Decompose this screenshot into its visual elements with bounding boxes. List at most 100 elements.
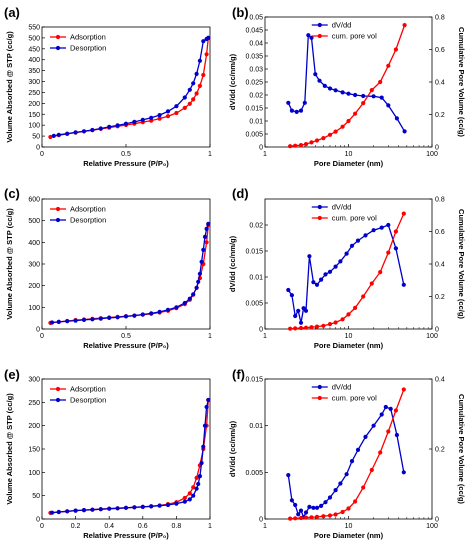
x-axis-label: Pore Diameter (nm): [314, 341, 384, 350]
data-point: [333, 88, 338, 93]
y-tick-label: 0.045: [245, 28, 263, 35]
data-point: [333, 512, 338, 517]
data-point: [383, 404, 388, 410]
legend-label: Adsorption: [70, 385, 106, 394]
data-point: [194, 71, 199, 76]
data-point: [378, 450, 383, 455]
data-point: [289, 498, 294, 503]
data-point: [50, 320, 55, 325]
legend-label: cum. pore vol: [332, 32, 377, 41]
data-point: [194, 91, 199, 96]
data-point: [319, 503, 324, 508]
legend-label: dV/dd: [332, 203, 352, 212]
y-tick-label: 0.01: [249, 423, 263, 430]
data-point: [56, 132, 61, 137]
y-tick-label: 200: [28, 423, 40, 430]
data-point: [201, 444, 206, 449]
series-line-2: [53, 37, 209, 137]
data-point: [338, 259, 343, 264]
data-point: [322, 83, 327, 88]
chart-d: 0 0.005 0.01 0.015 0.02 0 0.2 0.4 0.6 0.8 1 10 100 Po…: [228, 197, 466, 351]
y-tick-label: 0.025: [245, 80, 263, 87]
y-tick-label: 100: [28, 470, 40, 477]
legend-label: dV/dd: [332, 21, 352, 30]
y-tick-label: 0.015: [245, 106, 263, 113]
panel-label-b: (b): [232, 5, 249, 20]
data-point: [401, 470, 406, 475]
data-point: [369, 281, 374, 286]
x-tick-label: 0: [40, 523, 44, 530]
legend-label: dV/dd: [332, 383, 352, 392]
panel-label-a: (a): [4, 5, 20, 20]
x-tick-label: 0: [40, 333, 44, 340]
data-point: [386, 222, 391, 228]
y-tick-label: 150: [28, 447, 40, 454]
legend-label: Adsorption: [70, 205, 106, 214]
data-point: [371, 94, 376, 99]
legend-marker: [55, 397, 61, 403]
data-point: [199, 259, 204, 264]
y-axis-label: Volume Absorbed @ STP (cc/g): [5, 31, 14, 143]
data-point: [393, 246, 398, 251]
data-point: [394, 432, 399, 438]
data-point: [393, 229, 398, 234]
y-tick-label: 0.005: [245, 132, 263, 139]
data-point: [293, 313, 298, 319]
data-point: [303, 142, 309, 147]
data-point: [303, 308, 309, 313]
data-point: [132, 119, 137, 124]
data-point: [191, 81, 196, 86]
legend-marker: [317, 22, 322, 28]
data-point: [361, 101, 366, 106]
data-point: [323, 500, 328, 505]
data-point: [90, 507, 95, 512]
panel-d: (d) 0 0.005 0.01 0.015 0.02 0 0.2 0.4 0.6 0.8 1 10 1…: [228, 186, 466, 350]
y2-tick-label: 0.2: [435, 112, 445, 119]
data-point: [353, 305, 358, 310]
y2-tick-label: 0.8: [435, 15, 445, 22]
data-point: [98, 507, 103, 512]
chart-b: 0 0.005 0.01 0.015 0.02 0.025 0.03 0.035 0.04 0.0…: [228, 15, 466, 169]
y-tick-label: 250: [28, 90, 40, 97]
data-point: [311, 505, 316, 510]
y2-tick-label: 0.6: [435, 229, 445, 236]
data-point: [344, 472, 349, 477]
legend-label: Desorption: [70, 44, 106, 53]
data-point: [187, 497, 192, 502]
data-point: [311, 280, 316, 285]
y-tick-label: 100: [28, 123, 40, 130]
x-axis-label: Relative Pressure (P/P₀): [83, 341, 169, 350]
legend-label: cum. pore vol: [332, 394, 377, 403]
data-point: [314, 324, 320, 329]
data-point: [149, 504, 154, 509]
data-point: [191, 97, 196, 102]
x-axis-label: Relative Pressure (P/P₀): [83, 159, 169, 168]
y-tick-label: 0.035: [245, 54, 263, 61]
y-tick-label: 600: [28, 197, 40, 204]
y-tick-label: 0: [259, 517, 263, 524]
data-point: [306, 33, 311, 38]
data-point: [349, 459, 355, 464]
data-point: [289, 293, 294, 298]
y2-tick-label: 0.4: [435, 262, 445, 269]
data-point: [206, 221, 211, 226]
y2-tick-label: 0.2: [435, 294, 445, 301]
data-point: [333, 320, 338, 325]
data-point: [321, 136, 326, 141]
data-point: [123, 505, 129, 510]
y2-axis-label: Cumulative Pore Volume (cc/g): [457, 209, 466, 319]
data-point: [73, 508, 78, 513]
data-point: [379, 412, 384, 417]
data-point: [194, 475, 199, 480]
data-point: [132, 313, 137, 318]
data-point: [361, 485, 366, 490]
data-point: [204, 52, 209, 57]
data-point: [369, 467, 374, 473]
legend-marker: [55, 45, 61, 51]
y-tick-label: 200: [28, 101, 40, 108]
series-line-1: [287, 33, 406, 132]
legend-label: Adsorption: [70, 33, 106, 42]
panel-label-e: (e): [4, 367, 20, 382]
y2-axis-label: Cumulative Pore Volume (cc/g): [457, 394, 466, 504]
data-point: [303, 510, 309, 515]
